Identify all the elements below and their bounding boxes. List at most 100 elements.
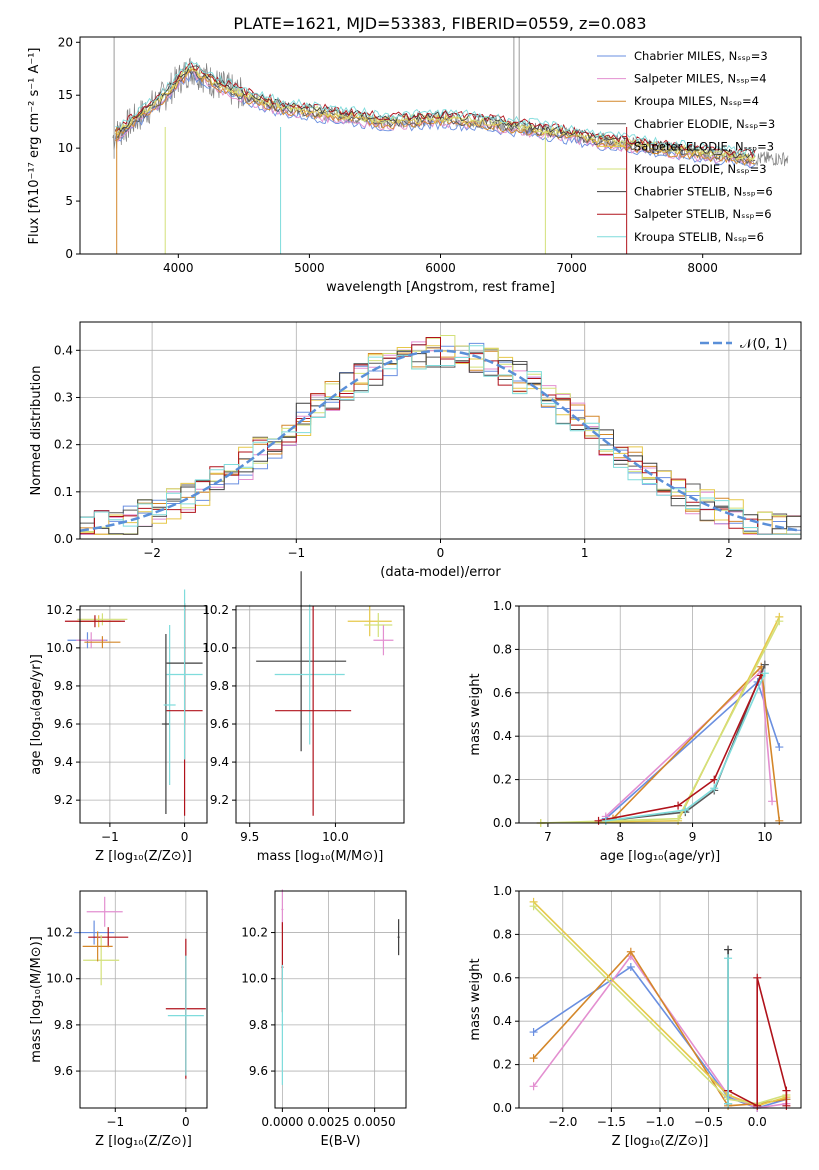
y-axis-label: Flux [fλ10⁻¹⁷ erg cm⁻² s⁻¹ A⁻¹] (27, 48, 42, 245)
residual-histogram: −2 −1 0 1 2 0.0 0.1 0.2 0.3 0.4 (data-model)/error… (29, 321, 802, 580)
weight-line (598, 675, 762, 822)
x-tick-label: −1.0 (645, 1115, 674, 1129)
y-tick-label: 9.4 (210, 755, 229, 769)
axes-frame (518, 605, 802, 824)
weight-marker (768, 797, 777, 806)
x-tick-label: 8000 (687, 261, 718, 275)
weight-line (605, 672, 766, 822)
x-tick-label: 7 (544, 830, 552, 844)
mass-weight-vs-metallicity-plot: −2.0 −1.5 −1.0 −0.5 0.0 0.0 0.2 0.4 0.6 0.8 1.0 Z [… (468, 884, 802, 1149)
y-tick-label: 9.6 (210, 717, 229, 731)
weight-marker (674, 814, 683, 823)
legend-label: Chabrier MILES, Nₛₛₚ=3 (634, 49, 768, 63)
x-tick-label: 0.0025 (308, 1115, 350, 1129)
weight-line (533, 901, 787, 1107)
weight-marker (529, 902, 538, 911)
weight-marker (760, 669, 769, 678)
histogram-step (80, 345, 801, 535)
x-tick-label: 0 (181, 830, 189, 844)
x-axis-label: E(B-V) (320, 1134, 360, 1149)
y-tick-label: 0.4 (493, 729, 512, 743)
weight-marker (724, 954, 733, 963)
x-axis-label: wavelength [Angstrom, rest frame] (326, 280, 555, 295)
y-tick-label: 0.1 (54, 485, 73, 499)
age-vs-metallicity-plot: −1 0 9.2 9.4 9.6 9.8 10.0 10.2 Z [log₁₀(Z/Z⊙)] ag… (29, 589, 208, 864)
y-axis-label: age [log₁₀(age/yr)] (29, 654, 44, 775)
y-tick-label: 9.8 (54, 1018, 73, 1032)
x-tick-label: 5000 (294, 261, 325, 275)
y-tick-label: 0.0 (493, 1101, 512, 1115)
y-tick-label: 0.8 (493, 642, 512, 656)
model-spectrum (115, 60, 756, 157)
y-tick-label: 9.8 (210, 679, 229, 693)
histogram-step (80, 337, 801, 535)
y-tick-label: 10.2 (241, 926, 268, 940)
y-tick-label: 15 (58, 88, 73, 102)
legend-label: Kroupa ELODIE, Nₛₛₚ=3 (634, 162, 767, 176)
mass-vs-extinction-plot: 0.0000 0.0025 0.0050 9.6 9.8 10.0 10.2 E(B-V) (241, 889, 407, 1149)
y-tick-label: 1.0 (493, 599, 512, 613)
x-tick-label: 10.0 (322, 830, 349, 844)
y-axis-label: mass [log₁₀(M/M⊙)] (29, 936, 44, 1063)
weight-marker (782, 1086, 791, 1095)
weight-marker (760, 660, 769, 669)
x-tick-label: 10 (757, 830, 772, 844)
legend-label: Chabrier ELODIE, Nₛₛₚ=3 (634, 117, 775, 131)
y-tick-label: 10.0 (202, 641, 229, 655)
model-spectrum (115, 62, 756, 159)
y-tick-label: 9.6 (54, 1064, 73, 1078)
y-tick-label: 0.2 (54, 438, 73, 452)
x-tick-label: 2 (725, 546, 733, 560)
y-tick-label: 1.0 (493, 884, 512, 898)
weight-marker (753, 973, 762, 982)
x-tick-label: −1 (101, 830, 119, 844)
x-tick-label: 9 (689, 830, 697, 844)
x-tick-label: −1 (287, 546, 305, 560)
x-tick-label: −0.5 (694, 1115, 723, 1129)
y-tick-label: 0.8 (493, 927, 512, 941)
y-tick-label: 10.0 (241, 972, 268, 986)
x-axis-label: (data-model)/error (380, 565, 501, 580)
x-tick-label: −1.5 (597, 1115, 626, 1129)
axes-frame (79, 321, 802, 540)
weight-line (727, 977, 788, 1108)
axes-frame (79, 605, 208, 824)
y-tick-label: 0 (65, 247, 73, 261)
weight-marker (529, 1054, 538, 1063)
weight-line (605, 664, 766, 822)
weight-marker (529, 1028, 538, 1037)
x-tick-label: 0.0000 (261, 1115, 303, 1129)
x-tick-label: −1 (106, 1115, 124, 1129)
x-tick-label: 0.0 (748, 1115, 767, 1129)
y-tick-label: 0.2 (493, 1058, 512, 1072)
y-tick-label: 20 (58, 35, 73, 49)
axes-frame (79, 890, 208, 1109)
weight-line (533, 905, 787, 1105)
x-axis-label: age [log₁₀(age/yr)] (600, 849, 721, 864)
y-tick-label: 0.6 (493, 971, 512, 985)
x-tick-label: 0 (182, 1115, 190, 1129)
y-tick-label: 9.6 (249, 1064, 268, 1078)
y-axis-label: mass weight (468, 958, 483, 1040)
weight-marker (674, 801, 683, 810)
x-tick-label: −2.0 (548, 1115, 577, 1129)
axes-frame (235, 605, 405, 824)
y-tick-label: 10.2 (202, 603, 229, 617)
x-tick-label: 0 (437, 546, 445, 560)
y-tick-label: 9.8 (249, 1018, 268, 1032)
age-vs-mass-plot: 9.5 10.0 9.2 9.4 9.6 9.8 10.0 10.2 mass [log₁₀(M… (202, 571, 405, 864)
axes-frame (79, 36, 802, 255)
x-axis-label: mass [log₁₀(M/M⊙)] (257, 849, 384, 864)
y-tick-label: 5 (65, 194, 73, 208)
legend-label: 𝒩(0, 1) (740, 337, 787, 352)
weight-marker (529, 1082, 538, 1091)
mass-vs-metallicity-plot: −1 0 9.6 9.8 10.0 10.2 Z [log₁₀(Z/Z⊙)] mass [lo… (29, 890, 208, 1149)
x-tick-label: 4000 (163, 261, 194, 275)
weight-marker (710, 784, 719, 793)
x-tick-label: 6000 (425, 261, 456, 275)
weight-marker (681, 805, 690, 814)
legend-label: Kroupa STELIB, Nₛₛₚ=6 (634, 230, 764, 244)
y-tick-label: 0.2 (493, 773, 512, 787)
legend-label: Kroupa MILES, Nₛₛₚ=4 (634, 94, 759, 108)
legend-label: Salpeter STELIB, Nₛₛₚ=6 (634, 207, 772, 221)
